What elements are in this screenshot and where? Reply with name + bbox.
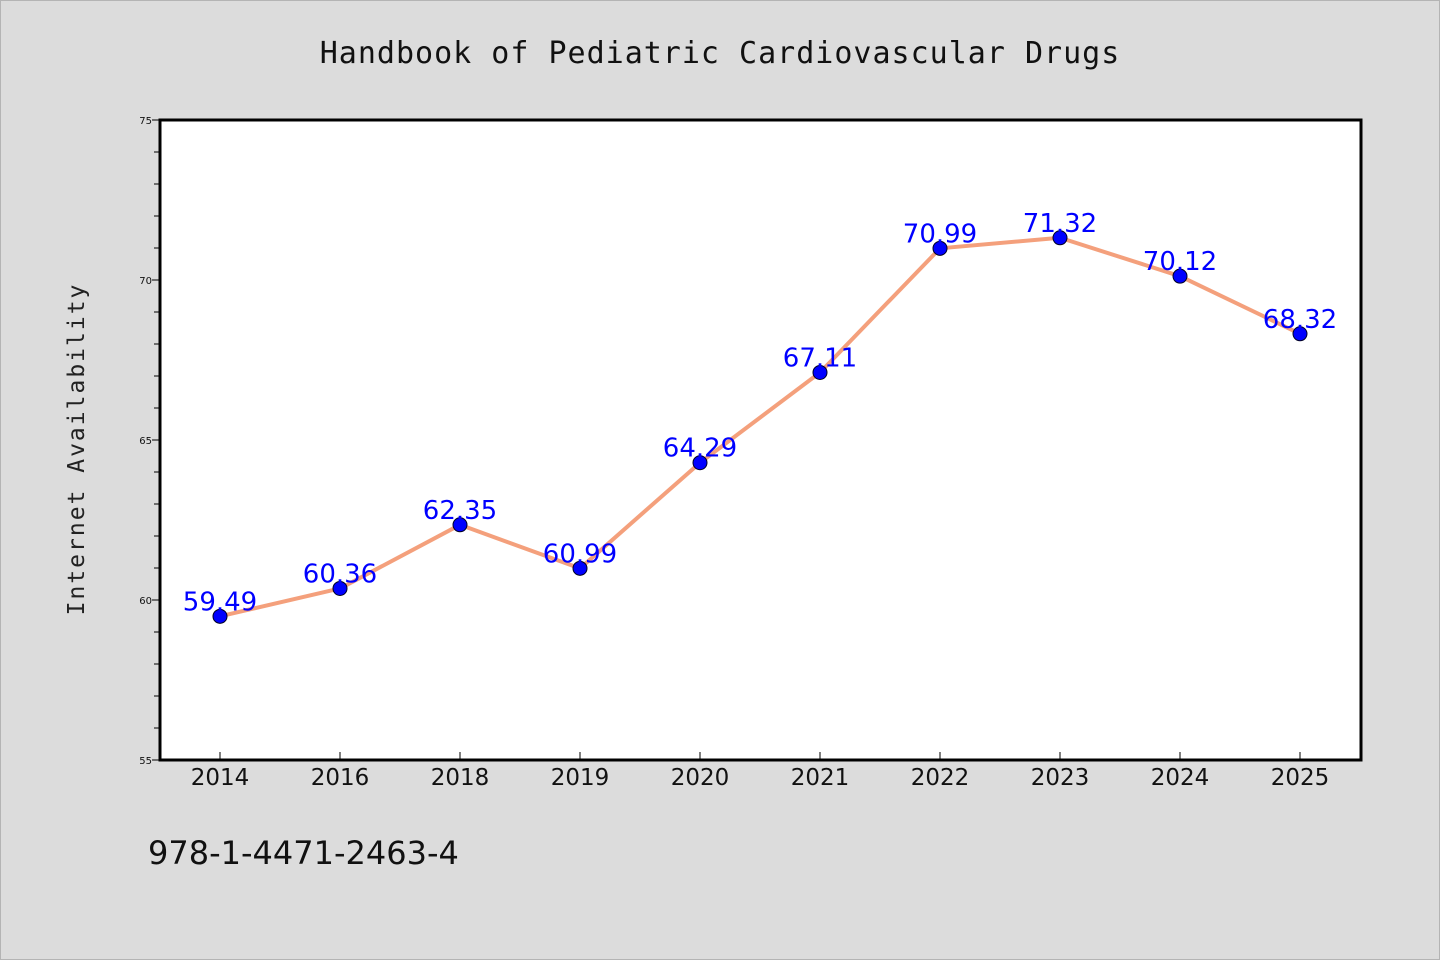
data-label: 59.49 <box>183 587 257 617</box>
x-tick-label: 2019 <box>551 765 610 791</box>
data-point <box>452 517 468 533</box>
data-label: 64.29 <box>663 434 737 464</box>
x-tick-label: 2014 <box>191 765 250 791</box>
plot-area <box>158 118 1363 762</box>
data-label: 70.99 <box>903 219 977 249</box>
y-tick-label: 55 <box>139 756 152 767</box>
data-point <box>212 608 228 624</box>
y-tick-label: 70 <box>139 276 152 287</box>
data-label: 62.35 <box>423 496 497 526</box>
data-label: 68.32 <box>1263 305 1337 335</box>
data-point <box>1052 230 1068 246</box>
series-line <box>219 235 1301 619</box>
data-point <box>692 455 708 471</box>
y-tick-label: 60 <box>139 596 152 607</box>
isbn-footer: 978-1-4471-2463-4 <box>148 834 459 872</box>
data-point <box>812 364 828 380</box>
x-tick-label: 2024 <box>1151 765 1210 791</box>
data-point <box>1172 268 1188 284</box>
data-labels: 59.49 60.36 62.35 60.99 64.29 67.11 70.99 71.32… <box>183 209 1337 618</box>
x-tick-label: 2020 <box>671 765 730 791</box>
x-tick-label: 2022 <box>911 765 970 791</box>
data-point <box>572 560 588 576</box>
data-label: 70.12 <box>1143 247 1217 277</box>
data-point <box>932 240 948 256</box>
chart-title: Handbook of Pediatric Cardiovascular Dru… <box>320 36 1121 71</box>
data-label: 67.11 <box>783 343 857 373</box>
data-label: 60.99 <box>543 539 617 569</box>
data-markers <box>212 230 1308 624</box>
x-tick-label: 2025 <box>1271 765 1330 791</box>
data-label: 60.36 <box>303 559 377 589</box>
y-axis: 55 60 65 70 75 <box>139 116 160 767</box>
data-label: 71.32 <box>1023 209 1097 239</box>
data-point <box>332 580 348 596</box>
data-point <box>1292 326 1308 342</box>
x-tick-label: 2016 <box>311 765 370 791</box>
x-tick-label: 2021 <box>791 765 850 791</box>
y-axis-label: Internet Availability <box>64 283 90 616</box>
x-tick-label: 2018 <box>431 765 490 791</box>
y-tick-label: 65 <box>139 436 152 447</box>
y-tick-label: 75 <box>139 116 152 127</box>
x-tick-label: 2023 <box>1031 765 1090 791</box>
x-axis: 2014 2016 2018 2019 2020 2021 2022 2023 2024 2025 <box>191 752 1330 791</box>
